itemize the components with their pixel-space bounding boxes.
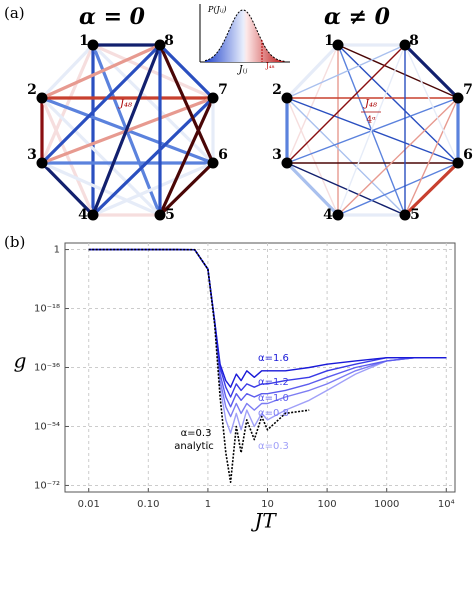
edge: [404, 97, 459, 216]
series-label: α=0.3: [258, 441, 289, 452]
edge: [286, 44, 406, 164]
node-label: 1: [79, 33, 89, 49]
edge: [286, 44, 406, 99]
inset-fill: [205, 10, 285, 62]
x-tick-label: 0.10: [137, 499, 159, 510]
edge: [286, 162, 406, 216]
edge: [285, 43, 340, 100]
edge: [91, 44, 162, 216]
edge: [40, 44, 95, 164]
edge: [337, 162, 459, 216]
y-tick-label: 10⁻³⁶: [34, 363, 60, 374]
y-tick-label: 1: [54, 245, 60, 256]
node-label: 6: [463, 147, 473, 163]
edge: [286, 97, 406, 216]
panel-label: (a): [4, 4, 25, 22]
node: [399, 39, 411, 51]
graph-title: α = 0: [79, 4, 146, 30]
node: [332, 209, 344, 221]
edge: [403, 161, 460, 217]
series-label: α=1.0: [258, 393, 289, 404]
inset-ylabel: P(Jᵢⱼ): [207, 5, 227, 14]
node-label: 4: [323, 207, 333, 223]
node-label: 1: [324, 33, 334, 49]
annotation: α=0.3: [181, 428, 212, 439]
node: [452, 157, 464, 169]
node-label: 5: [165, 207, 175, 223]
x-tick-label: 10⁴: [438, 499, 455, 510]
edge: [40, 43, 162, 165]
node-label: 3: [272, 147, 282, 163]
edge: [158, 43, 215, 100]
edge: [286, 97, 459, 164]
edge: [286, 97, 339, 216]
edge: [285, 161, 340, 217]
edge: [92, 43, 214, 100]
edge: [40, 97, 95, 216]
x-tick-label: 10: [261, 499, 274, 510]
edge: [40, 161, 95, 217]
edge: [403, 43, 460, 100]
node-label: 8: [164, 33, 174, 49]
inset: P(Jᵢⱼ) Jᵢⱼ J₄₈: [199, 4, 290, 76]
edge-label-denominator: 4ᵅ: [366, 116, 376, 126]
y-tick-label: 10⁻⁷²: [34, 480, 60, 491]
inset-curve: [204, 9, 286, 62]
node-label: 2: [272, 82, 282, 98]
node: [36, 157, 48, 169]
edge: [286, 44, 339, 164]
node-label: 8: [409, 33, 419, 49]
node: [87, 39, 99, 51]
node: [36, 92, 48, 104]
node-label: 6: [218, 147, 228, 163]
edge: [158, 44, 215, 164]
series-label: α=1.6: [258, 353, 289, 364]
series-label: α=1.2: [258, 377, 289, 388]
node: [281, 92, 293, 104]
edge: [41, 43, 161, 100]
node-label: 3: [27, 147, 37, 163]
node-label: 2: [27, 82, 37, 98]
x-tick-label: 1: [205, 499, 211, 510]
node: [154, 209, 166, 221]
inset-xlabel: Jᵢⱼ: [237, 65, 248, 76]
edge-label: J₄₈: [118, 99, 132, 110]
node: [87, 209, 99, 221]
node-label: 5: [410, 207, 420, 223]
annotation: analytic: [174, 441, 214, 452]
edge: [92, 161, 214, 217]
edge: [40, 43, 95, 100]
x-tick-label: 100: [318, 499, 337, 510]
x-tick-label: 0.01: [78, 499, 100, 510]
node: [452, 92, 464, 104]
inset-marker: J₄₈: [265, 62, 275, 70]
node: [207, 92, 219, 104]
edge: [41, 161, 161, 217]
node: [207, 157, 219, 169]
y-tick-label: 10⁻¹⁸: [34, 304, 60, 315]
node-label: 7: [218, 82, 228, 98]
series-line: [88, 248, 310, 483]
panel-label: (b): [4, 233, 25, 251]
node: [281, 157, 293, 169]
edge: [404, 44, 459, 164]
x-axis-label: JT: [250, 509, 277, 533]
node-label: 7: [463, 82, 473, 98]
series-line: [88, 248, 447, 388]
graph-title: α ≠ 0: [324, 4, 391, 30]
edge-label: J₄₈: [363, 99, 377, 110]
edge: [337, 44, 459, 99]
y-tick-label: 10⁻⁵⁴: [34, 421, 60, 432]
series-label: α=0.8: [258, 408, 289, 419]
edge: [158, 97, 215, 216]
node: [399, 209, 411, 221]
y-axis-label: g: [14, 349, 27, 373]
x-tick-label: 1000: [374, 499, 399, 510]
node: [154, 39, 166, 51]
node: [332, 39, 344, 51]
edge: [158, 161, 215, 217]
node-label: 4: [78, 207, 88, 223]
edge: [337, 44, 406, 216]
